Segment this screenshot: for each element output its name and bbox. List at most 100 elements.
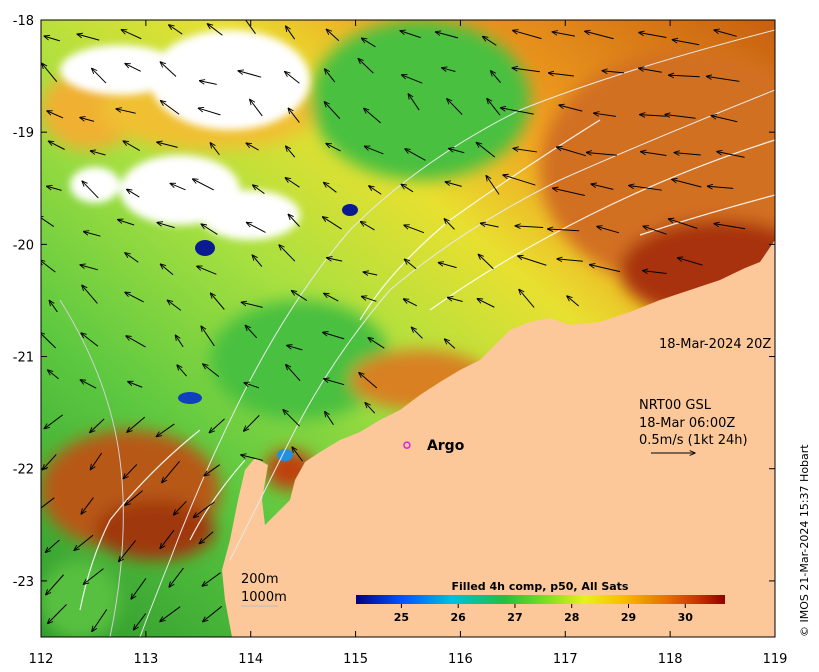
- colorbar-tick-label: 27: [507, 611, 522, 624]
- colorbar-tick-label: 29: [621, 611, 636, 624]
- current-vector: [590, 265, 621, 273]
- current-vector: [359, 373, 378, 389]
- current-vector: [241, 455, 264, 461]
- current-vector: [77, 34, 100, 41]
- lon-tick-label: 115: [343, 652, 368, 667]
- current-vector: [288, 108, 300, 123]
- lon-tick-label: 112: [29, 652, 54, 667]
- current-vector: [448, 298, 463, 302]
- current-vector: [557, 147, 587, 157]
- current-vector: [160, 62, 177, 77]
- current-vector: [160, 606, 181, 622]
- current-vector: [201, 326, 215, 347]
- current-vector: [209, 418, 225, 433]
- current-vector: [244, 383, 260, 389]
- current-vector: [47, 111, 64, 119]
- lat-tick-label: -19: [13, 126, 34, 141]
- current-vector: [157, 142, 178, 148]
- current-vector: [207, 24, 223, 36]
- current-vector: [174, 500, 187, 515]
- current-vector: [518, 256, 547, 266]
- lat-axis: -18 -19 -20 -21 -22 -23: [13, 14, 775, 590]
- current-vector: [161, 101, 180, 115]
- current-vector: [403, 299, 418, 307]
- current-vector: [503, 175, 536, 186]
- current-vector: [241, 302, 263, 308]
- current-vector: [121, 30, 142, 40]
- current-vector: [244, 415, 260, 431]
- current-vector: [133, 613, 147, 630]
- current-vector: [123, 464, 138, 478]
- current-vector: [42, 63, 58, 83]
- current-vector: [402, 75, 423, 84]
- lat-tick-label: -20: [13, 238, 34, 253]
- current-vector: [442, 68, 456, 73]
- current-vector: [477, 299, 495, 308]
- colorbar-title: Filled 4h comp, p50, All Sats: [452, 580, 629, 593]
- current-vector: [324, 182, 337, 193]
- current-vector: [512, 68, 540, 73]
- lon-axis: 112 113 114 115 116 117 118 119: [29, 20, 787, 667]
- streamlines: [79, 119, 775, 611]
- current-vector: [668, 219, 698, 229]
- current-vector: [711, 116, 738, 123]
- current-vector: [674, 153, 701, 155]
- date-label: 18-Mar-2024 20Z: [659, 337, 771, 352]
- current-source-label: NRT00 GSL: [639, 398, 712, 413]
- current-vector: [553, 188, 585, 197]
- current-vector: [323, 217, 342, 230]
- cloud-gaps: [60, 30, 310, 240]
- current-vector: [252, 255, 263, 267]
- current-vector: [669, 75, 700, 77]
- current-time-label: 18-Mar 06:00Z: [639, 416, 735, 431]
- current-vector: [238, 71, 262, 78]
- current-vector: [175, 335, 184, 348]
- current-vector: [325, 69, 336, 83]
- current-vector: [167, 300, 182, 311]
- current-vector: [408, 94, 420, 111]
- current-vector: [246, 143, 259, 151]
- current-vector: [438, 263, 457, 269]
- lon-tick-label: 118: [658, 652, 683, 667]
- current-vector: [515, 226, 544, 228]
- current-vector: [445, 182, 462, 187]
- current-vector: [401, 184, 414, 193]
- current-vector: [203, 364, 220, 378]
- current-vector: [131, 578, 147, 599]
- current-vector: [478, 254, 494, 270]
- current-vector: [48, 604, 67, 623]
- current-vector: [629, 186, 662, 191]
- sst-patches: [41, 20, 775, 637]
- current-vector: [80, 117, 95, 122]
- current-vector: [128, 382, 143, 388]
- current-vector: [48, 141, 65, 150]
- current-vector: [639, 68, 662, 73]
- current-vector: [594, 113, 616, 117]
- current-vector: [361, 222, 375, 231]
- current-vector: [672, 179, 702, 188]
- current-vector: [245, 325, 258, 339]
- current-vector: [435, 32, 459, 39]
- current-vector: [411, 327, 423, 339]
- current-vector: [210, 293, 225, 310]
- current-vector: [714, 224, 746, 230]
- current-vector: [126, 336, 146, 348]
- current-vector: [160, 264, 174, 276]
- current-vector: [48, 370, 59, 380]
- current-vector: [559, 105, 583, 112]
- current-vector: [127, 416, 146, 432]
- current-vector: [707, 76, 740, 82]
- current-vector: [118, 220, 135, 226]
- current-vector: [717, 152, 745, 158]
- current-vector: [641, 152, 667, 157]
- current-vector: [81, 497, 94, 515]
- current-vector: [480, 223, 499, 228]
- current-vector: [707, 186, 734, 188]
- current-vector: [369, 186, 382, 195]
- current-vector: [400, 31, 421, 39]
- current-vector: [405, 149, 426, 161]
- current-vector: [193, 501, 215, 518]
- current-vector: [45, 539, 60, 552]
- current-vector: [286, 146, 296, 158]
